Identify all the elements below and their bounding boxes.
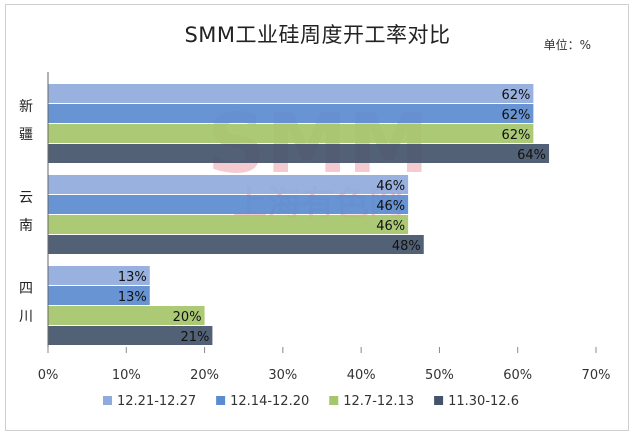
x-tick-label: 0% xyxy=(38,368,59,383)
data-label: 62% xyxy=(501,128,530,143)
data-label: 20% xyxy=(173,310,202,325)
data-label: 62% xyxy=(501,88,530,103)
data-label: 46% xyxy=(376,199,405,214)
bar xyxy=(48,195,409,214)
category-label: 疆 xyxy=(19,127,33,143)
data-label: 46% xyxy=(376,219,405,234)
bar xyxy=(48,104,534,123)
legend-label: 12.14-12.20 xyxy=(230,394,309,409)
data-label: 48% xyxy=(392,239,421,254)
bar xyxy=(48,286,150,305)
bar xyxy=(48,215,409,234)
data-label: 13% xyxy=(118,290,147,305)
x-tick-label: 30% xyxy=(268,368,297,383)
x-tick-label: 10% xyxy=(112,368,141,383)
x-tick-label: 70% xyxy=(582,368,611,383)
data-label: 46% xyxy=(376,179,405,194)
legend-label: 11.30-12.6 xyxy=(448,394,519,409)
unit-label: 单位：% xyxy=(543,38,591,52)
data-label: 64% xyxy=(517,148,546,163)
legend-swatch xyxy=(329,396,339,405)
category-label: 云 xyxy=(19,190,33,206)
bar xyxy=(48,266,150,285)
bar xyxy=(48,235,424,254)
x-tick-label: 20% xyxy=(190,368,219,383)
bar xyxy=(48,326,213,345)
legend-label: 12.21-12.27 xyxy=(117,394,196,409)
x-tick-label: 60% xyxy=(503,368,532,383)
data-label: 13% xyxy=(118,270,147,285)
legend-label: 12.7-12.13 xyxy=(343,394,414,409)
data-label: 21% xyxy=(180,330,209,345)
bar xyxy=(48,144,550,163)
bar xyxy=(48,124,534,143)
category-label: 川 xyxy=(19,309,33,325)
bar xyxy=(48,306,205,325)
chart-title: SMM工业硅周度开工率对比 xyxy=(184,23,451,47)
category-label: 新 xyxy=(19,99,33,115)
bar xyxy=(48,84,534,103)
x-tick-label: 40% xyxy=(347,368,376,383)
x-tick-label: 50% xyxy=(425,368,454,383)
data-label: 62% xyxy=(501,108,530,123)
category-label: 南 xyxy=(19,218,33,234)
category-label: 四 xyxy=(19,281,33,297)
legend-swatch xyxy=(434,396,444,405)
legend-swatch xyxy=(216,396,226,405)
bar xyxy=(48,175,409,194)
legend-swatch xyxy=(103,396,112,405)
